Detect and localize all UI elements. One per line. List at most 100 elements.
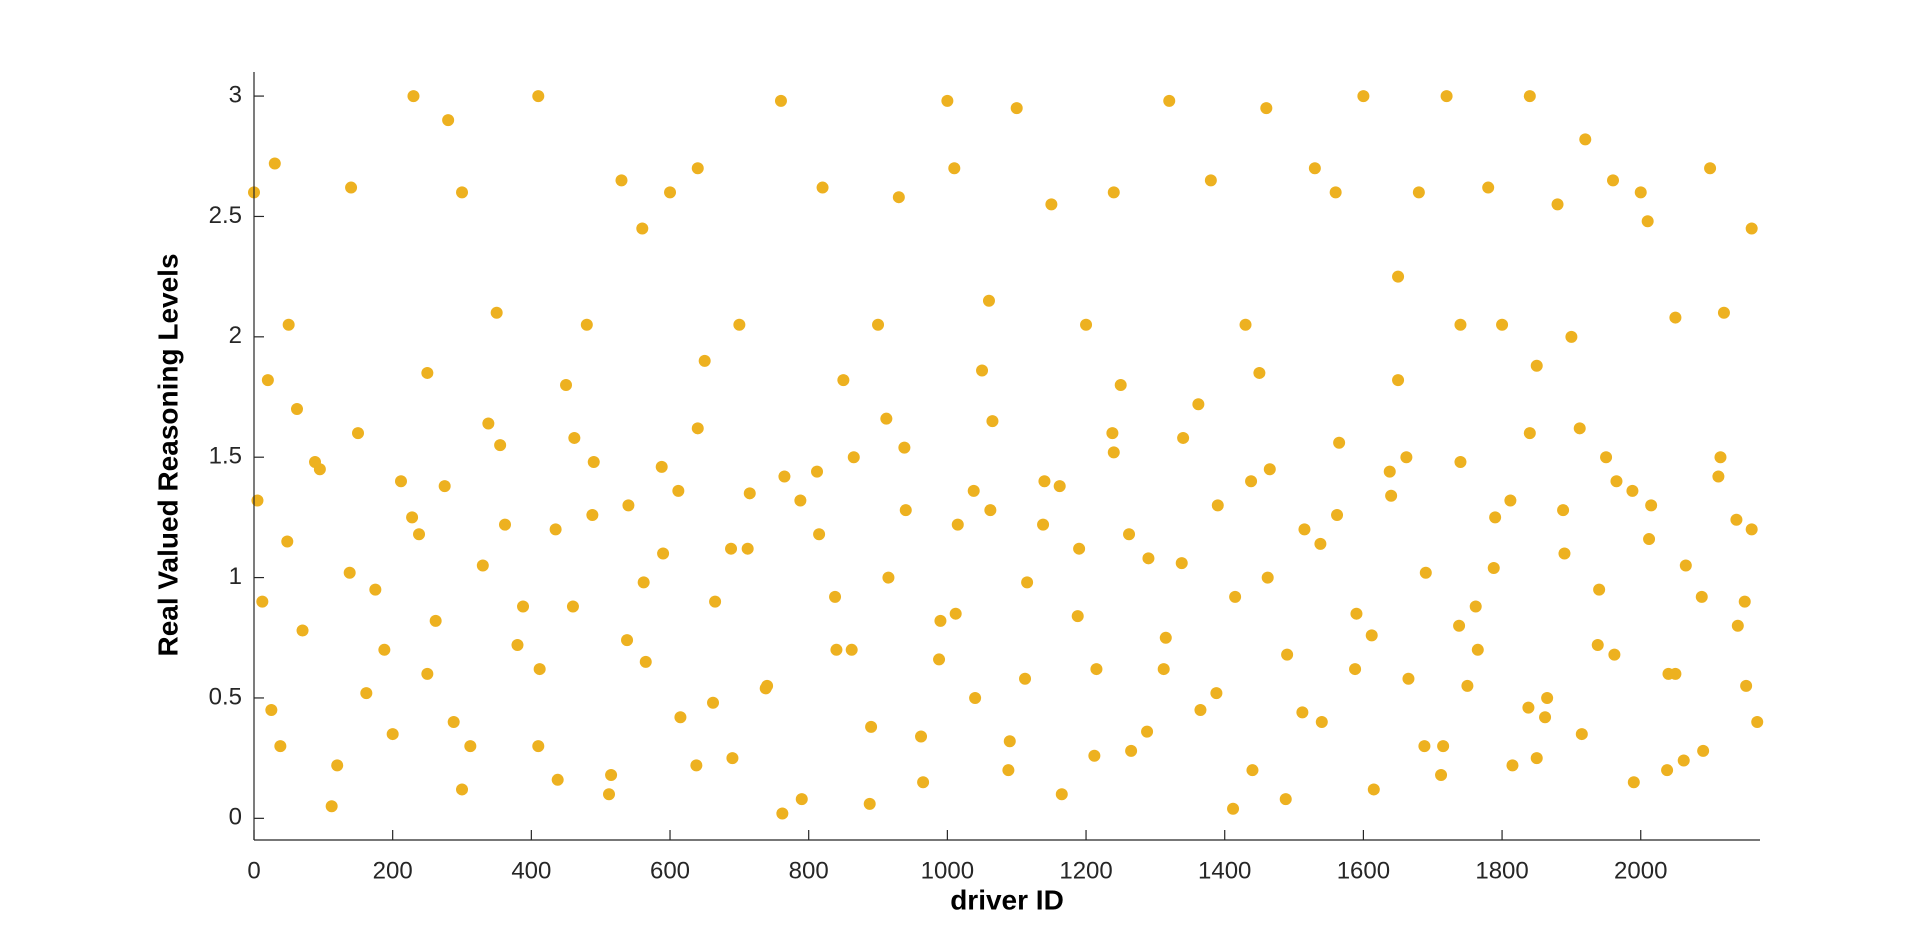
point xyxy=(429,614,442,627)
point xyxy=(378,643,391,656)
point xyxy=(413,528,426,541)
point xyxy=(690,759,703,772)
point xyxy=(1392,270,1405,283)
point xyxy=(1315,716,1328,729)
point xyxy=(1071,610,1084,623)
point xyxy=(984,504,997,517)
point xyxy=(1192,398,1205,411)
point xyxy=(898,441,911,454)
point xyxy=(1669,667,1682,680)
x-tick-label: 2000 xyxy=(1614,857,1667,884)
point xyxy=(1210,687,1223,700)
point xyxy=(1600,451,1613,464)
point xyxy=(774,94,787,107)
point xyxy=(1177,431,1190,444)
point xyxy=(1260,102,1273,115)
point xyxy=(490,306,503,319)
y-tick-label: 0 xyxy=(229,804,242,831)
point xyxy=(325,800,338,813)
point xyxy=(281,535,294,548)
point xyxy=(1677,754,1690,767)
point xyxy=(934,614,947,627)
point xyxy=(969,691,982,704)
point xyxy=(1551,198,1564,211)
point xyxy=(566,600,579,613)
point xyxy=(1579,133,1592,146)
point xyxy=(482,417,495,430)
point xyxy=(360,687,373,700)
point xyxy=(1329,186,1342,199)
point xyxy=(917,776,930,789)
point xyxy=(1471,643,1484,656)
point xyxy=(265,703,278,716)
point xyxy=(1740,679,1753,692)
point xyxy=(1400,451,1413,464)
point xyxy=(1435,768,1448,781)
point xyxy=(587,456,600,469)
points xyxy=(248,90,1764,820)
point xyxy=(1038,475,1051,488)
point xyxy=(1539,711,1552,724)
point xyxy=(532,90,545,103)
point xyxy=(933,653,946,666)
point xyxy=(664,186,677,199)
point xyxy=(343,566,356,579)
point xyxy=(1610,475,1623,488)
point xyxy=(407,90,420,103)
point xyxy=(345,181,358,194)
point xyxy=(1745,222,1758,235)
point xyxy=(1530,752,1543,765)
point xyxy=(982,294,995,307)
point xyxy=(386,728,399,741)
point xyxy=(1717,306,1730,319)
point xyxy=(1558,547,1571,560)
point xyxy=(795,793,808,806)
y-tick-label: 3 xyxy=(229,81,242,108)
x-tick-label: 0 xyxy=(247,857,260,884)
point xyxy=(709,595,722,608)
point xyxy=(837,374,850,387)
point xyxy=(1482,181,1495,194)
point xyxy=(549,523,562,536)
point xyxy=(986,415,999,428)
point xyxy=(1002,764,1015,777)
point xyxy=(1367,783,1380,796)
point xyxy=(743,487,756,500)
point xyxy=(456,783,469,796)
point xyxy=(268,157,281,170)
point xyxy=(691,422,704,435)
point xyxy=(494,439,507,452)
point xyxy=(1211,499,1224,512)
point xyxy=(1454,456,1467,469)
point xyxy=(1073,542,1086,555)
point xyxy=(369,583,382,596)
point xyxy=(948,162,961,175)
point xyxy=(1751,716,1764,729)
point xyxy=(778,470,791,483)
point xyxy=(1106,427,1119,440)
point xyxy=(438,480,451,493)
x-tick-label: 1200 xyxy=(1059,857,1112,884)
point xyxy=(621,634,634,647)
point xyxy=(872,318,885,331)
x-tick-label: 400 xyxy=(511,857,551,884)
point xyxy=(296,624,309,637)
point xyxy=(1204,174,1217,187)
point xyxy=(605,768,618,781)
point xyxy=(1331,508,1344,521)
point xyxy=(1504,494,1517,507)
point xyxy=(447,716,460,729)
point xyxy=(707,696,720,709)
point xyxy=(1607,174,1620,187)
point xyxy=(1142,552,1155,565)
point xyxy=(847,451,860,464)
point xyxy=(1261,571,1274,584)
point xyxy=(1731,619,1744,632)
point xyxy=(1523,90,1536,103)
y-tick-label: 2.5 xyxy=(209,202,242,229)
point xyxy=(568,431,581,444)
point xyxy=(657,547,670,560)
point xyxy=(1645,499,1658,512)
point xyxy=(421,667,434,680)
